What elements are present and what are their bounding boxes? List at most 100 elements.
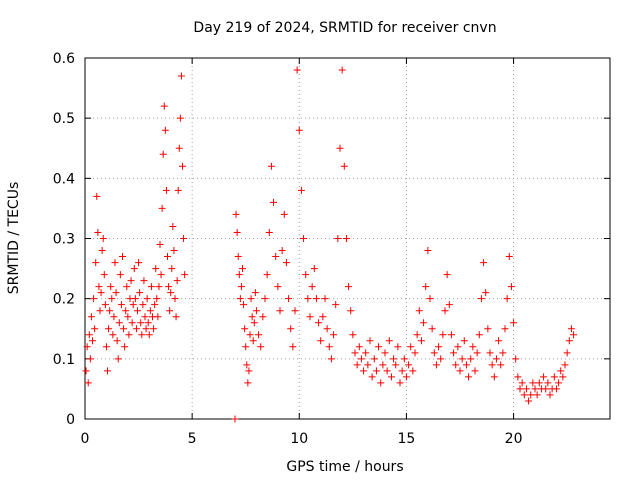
- data-point: [409, 367, 417, 375]
- data-point: [291, 307, 299, 315]
- data-point: [241, 325, 249, 333]
- data-point: [261, 295, 269, 303]
- data-point: [443, 271, 451, 279]
- y-tick-label: 0.4: [53, 171, 75, 187]
- data-point: [135, 259, 143, 267]
- data-point: [555, 379, 563, 387]
- data-point: [441, 307, 449, 315]
- data-point: [166, 307, 174, 315]
- data-point: [327, 355, 335, 363]
- data-point: [181, 271, 189, 279]
- data-point: [231, 415, 239, 423]
- data-point: [161, 126, 169, 134]
- data-point: [232, 210, 240, 218]
- data-point: [413, 331, 421, 339]
- data-point: [447, 331, 455, 339]
- data-point: [527, 391, 535, 399]
- data-point: [550, 373, 558, 381]
- data-point: [362, 349, 370, 357]
- data-point: [499, 349, 507, 357]
- data-point: [121, 343, 129, 351]
- data-point: [160, 102, 168, 110]
- data-point: [428, 325, 436, 333]
- data-point: [332, 301, 340, 309]
- data-point: [340, 162, 348, 170]
- data-point: [167, 289, 175, 297]
- data-point: [144, 319, 152, 327]
- data-point: [150, 325, 158, 333]
- data-point: [93, 192, 101, 200]
- data-point: [156, 241, 164, 249]
- data-point: [147, 283, 155, 291]
- data-point: [108, 295, 116, 303]
- data-point: [430, 349, 438, 357]
- data-point: [140, 277, 148, 285]
- data-point: [171, 295, 179, 303]
- data-point: [353, 361, 361, 369]
- data-point: [334, 235, 342, 242]
- data-point: [245, 367, 253, 375]
- data-point: [164, 253, 171, 261]
- data-point: [396, 379, 404, 387]
- data-point: [124, 313, 132, 321]
- data-point: [153, 295, 161, 303]
- data-point: [510, 319, 518, 327]
- data-point: [552, 385, 560, 393]
- data-point: [563, 349, 571, 357]
- data-point: [422, 283, 430, 291]
- data-point: [174, 186, 182, 194]
- data-point: [319, 313, 327, 321]
- data-point: [101, 301, 109, 309]
- data-point: [377, 379, 385, 387]
- data-point: [276, 307, 284, 315]
- axis-ticks: 0 0.1 0.2 0.3 0.4 0.5 0.6 0 5 10 15 20: [53, 51, 610, 447]
- data-point: [450, 349, 458, 357]
- data-point: [154, 313, 162, 321]
- data-point: [424, 247, 432, 255]
- data-point: [366, 337, 374, 345]
- data-point: [482, 289, 490, 297]
- data-point: [514, 373, 522, 381]
- data-point: [567, 325, 575, 333]
- data-point: [570, 331, 578, 339]
- data-point: [454, 343, 462, 351]
- data-point: [92, 259, 100, 267]
- data-point: [113, 337, 121, 345]
- data-point: [488, 361, 496, 369]
- data-point: [119, 253, 126, 261]
- data-point: [559, 373, 567, 381]
- data-point: [475, 331, 483, 339]
- data-point: [490, 373, 498, 381]
- y-tick-label: 0.5: [53, 111, 75, 127]
- data-point: [239, 265, 246, 273]
- data-point: [128, 319, 136, 327]
- data-point: [304, 295, 312, 303]
- data-point: [525, 397, 533, 405]
- data-point: [91, 325, 99, 333]
- data-point: [280, 210, 288, 218]
- data-point: [392, 361, 400, 369]
- data-point: [390, 355, 398, 363]
- data-point: [529, 379, 537, 387]
- data-point: [308, 283, 316, 291]
- data-point: [473, 349, 481, 357]
- data-point: [180, 235, 188, 242]
- data-point: [142, 325, 150, 333]
- data-point: [360, 367, 368, 375]
- data-point: [173, 277, 181, 285]
- data-point: [95, 283, 103, 291]
- data-point: [132, 325, 140, 333]
- data-point: [100, 271, 108, 279]
- data-point: [117, 301, 125, 309]
- data-point: [465, 373, 473, 381]
- data-point: [321, 295, 329, 303]
- data-point: [243, 361, 251, 369]
- data-point: [345, 283, 353, 291]
- data-point: [544, 379, 552, 387]
- x-tick-label: 15: [398, 431, 416, 447]
- data-point: [503, 295, 511, 303]
- data-point: [355, 343, 363, 351]
- data-point: [338, 66, 346, 74]
- data-point: [300, 235, 308, 242]
- x-axis-label: GPS time / hours: [286, 459, 403, 475]
